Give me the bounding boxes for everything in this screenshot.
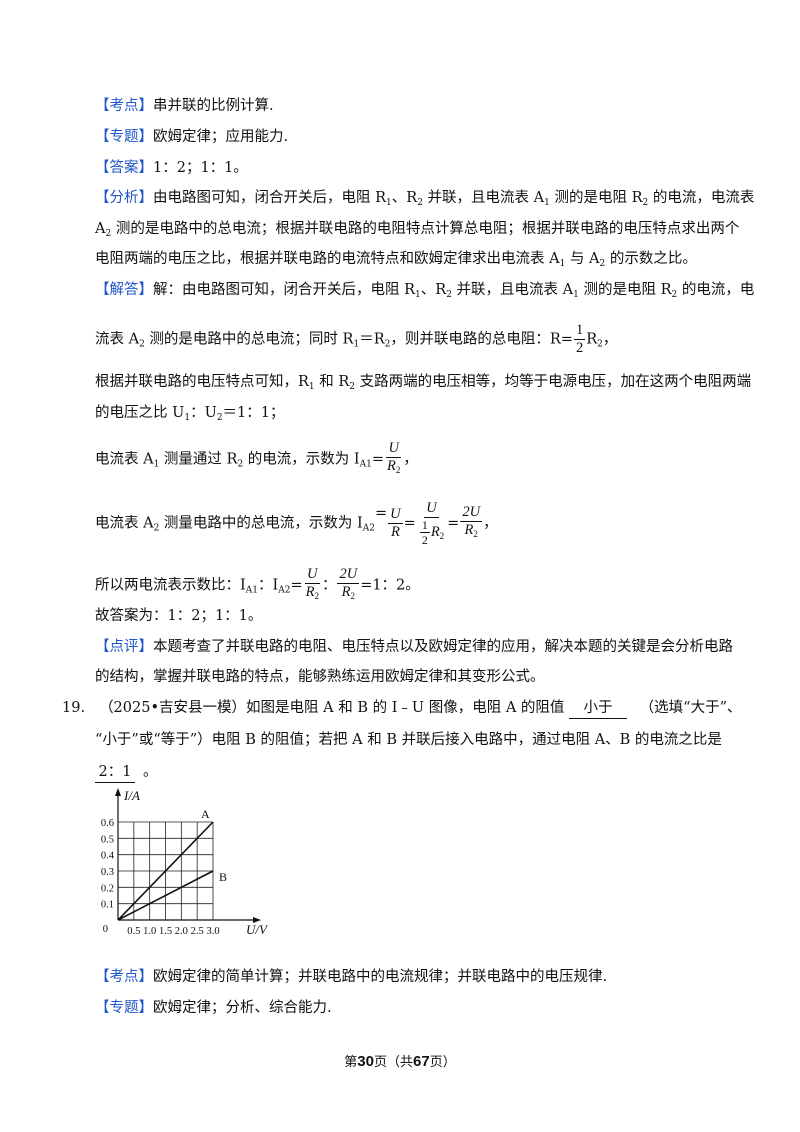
answer-blank-2: 2：1 — [95, 762, 135, 783]
q18-dianping-line1: 【点评】本题考查了并联电路的电阻、电压特点以及欧姆定律的应用，解决本题的关键是会… — [95, 639, 733, 655]
origin-label: 0 — [103, 924, 108, 935]
q18-jieda-line8: 故答案为：1：2；1：1。 — [95, 608, 263, 624]
q18-daan: 【答案】1：2；1：1。 — [95, 160, 248, 176]
page-number: 30 — [357, 1053, 374, 1070]
q18-jieda-line5: 电流表 A1 测量通过 R2 的电流，示数为 IA1= U R2， — [95, 440, 418, 479]
y-tick-label: 0.5 — [101, 834, 114, 845]
q19-line3: 2：1。 — [95, 762, 158, 783]
q19-kaodian: 【考点】欧姆定律的简单计算；并联电路中的电流规律；并联电路中的电压规律. — [95, 969, 608, 985]
x-tick-label: 3.0 — [206, 926, 219, 937]
series-line-a — [117, 821, 214, 921]
page-footer: 第30页（共67页） — [344, 1053, 456, 1070]
q18-zhuanti: 【专题】欧姆定律；应用能力. — [95, 129, 289, 145]
x-tick-label: 1.5 — [159, 926, 172, 937]
series-line-b — [117, 870, 214, 921]
iu-chart: 0.5 1.0 1.5 2.0 2.5 3.00.10.20.30.40.50.60I/A… — [101, 788, 269, 937]
x-axis-arrow — [253, 917, 261, 923]
y-tick-label: 0.2 — [101, 883, 114, 894]
tag-fenxi: 【分析】 — [95, 190, 153, 206]
fraction-u-over-r2: U R2 — [386, 440, 401, 475]
series-label-a: A — [201, 807, 210, 821]
y-axis-arrow — [115, 788, 121, 796]
x-tick-label: 2.0 — [175, 926, 188, 937]
x-tick-label: 0.5 — [127, 926, 140, 937]
tag-kaodian-19: 【考点】 — [95, 969, 153, 985]
x-tick-label: 2.5 — [191, 926, 204, 937]
q18-jieda-line7: 所以两电流表示数比：IA1：IA2= U R2： 2U R2 =1：2。 — [95, 566, 420, 605]
q19-line2: “小于”或“等于”）电阻 B 的阻值；若把 A 和 B 并联后接入电路中，通过电… — [95, 732, 722, 748]
tag-kaodian: 【考点】 — [95, 98, 153, 114]
q18-fenxi-line3: 电阻两端的电压之比，根据并联电路的电流特点和欧姆定律求出电流表 A1 与 A2 … — [95, 251, 697, 269]
y-tick-label: 0.3 — [101, 867, 114, 878]
tag-jieda: 【解答】 — [95, 282, 153, 298]
q18-jieda-line2: 流表 A2 测的是电路中的总电流；同时 R1＝R2，则并联电路的总电阻：R= 1 2… — [95, 322, 618, 356]
tag-dianping: 【点评】 — [95, 639, 153, 655]
y-tick-label: 0.1 — [101, 900, 114, 911]
q18-jieda-line4: 的电压之比 U1：U2＝1：1； — [95, 405, 285, 423]
q18-fenxi-line1: 【分析】由电路图可知，闭合开关后，电阻 R1、R2 并联，且电流表 A1 测的是… — [95, 190, 755, 208]
q18-kaodian: 【考点】串并联的比例计算. — [95, 98, 274, 114]
fraction-u-over-half-r2: U 1 2 R2 — [419, 500, 445, 547]
tag-daan: 【答案】 — [95, 160, 153, 176]
page-total: 67 — [413, 1053, 430, 1070]
x-axis-label: U/V — [246, 922, 269, 937]
q19-line1: 19. （2025•吉安县一模）如图是电阻 A 和 B 的 I﹣U 图像，电阻 A… — [62, 698, 741, 719]
q19-zhuanti: 【专题】欧姆定律；分析、综合能力. — [95, 1000, 332, 1016]
y-tick-label: 0.4 — [101, 851, 115, 862]
series-label-b: B — [219, 870, 227, 884]
y-tick-label: 0.6 — [101, 818, 114, 829]
question-number: 19. — [62, 700, 86, 716]
q18-jieda-line3: 根据并联电路的电压特点可知，R1 和 R2 支路两端的电压相等，均等于电源电压，… — [95, 374, 752, 392]
y-axis-label: I/A — [123, 788, 140, 803]
tag-zhuanti-19: 【专题】 — [95, 1000, 153, 1016]
q18-fenxi-line2: A2 测的是电路中的总电流；根据并联电路的电阻特点计算总电阻；根据并联电路的电压… — [95, 221, 740, 239]
q18-jieda-line6: 电流表 A2 测量电路中的总电流，示数为 IA2= U R = U 1 2 R2 = 2U R2， — [95, 500, 498, 547]
fraction-ratio-right: 2U R2 — [337, 566, 360, 601]
answer-blank-1: 小于 — [569, 698, 628, 719]
x-tick-label: 1.0 — [143, 926, 156, 937]
tag-zhuanti: 【专题】 — [95, 129, 153, 145]
fraction-ratio-left: U R2 — [305, 566, 320, 601]
q18-jieda-line1: 【解答】解：由电路图可知，闭合开关后，电阻 R1、R2 并联，且电流表 A1 测… — [95, 282, 755, 300]
q18-dianping-line2: 的结构，掌握并联电路的特点，能够熟练运用欧姆定律和其变形公式。 — [95, 669, 545, 685]
fraction-2u-over-r2: 2U R2 — [460, 504, 483, 539]
